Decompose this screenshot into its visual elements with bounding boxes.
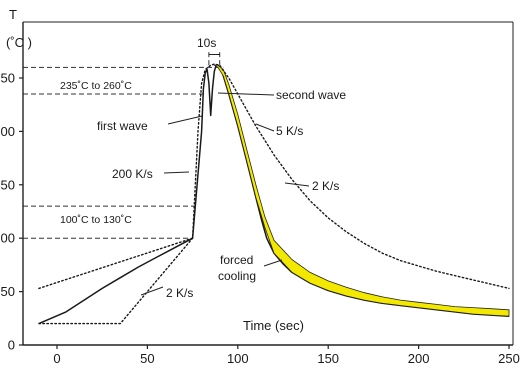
x-tick-label: 100 xyxy=(227,351,249,366)
y-tick-label: 200 xyxy=(0,124,15,139)
soldering-profile-line xyxy=(38,64,510,325)
annotation-235-260: 235˚C to 260˚C xyxy=(60,80,132,92)
annotation-100-130-bg xyxy=(58,212,176,226)
profile-limit-line-2 xyxy=(38,63,510,290)
leader-first-wave xyxy=(167,115,203,125)
x-tick-label: 200 xyxy=(408,351,430,366)
annotation-10s: 10s xyxy=(197,36,216,50)
y-tick-label: 50 xyxy=(1,284,15,299)
annotation-first-wave: first wave xyxy=(97,119,148,133)
leader-200ks xyxy=(163,171,190,174)
profile-limit-line-3 xyxy=(38,237,194,325)
annotations: 10s 235˚C to 260˚C second wave first wave 5 … xyxy=(58,36,346,300)
y-axis-symbol: T xyxy=(9,7,17,22)
y-tick-label: 0 xyxy=(8,338,15,353)
annotation-100-130: 100˚C to 130˚C xyxy=(60,214,132,226)
x-tick-label: 0 xyxy=(53,351,60,366)
reference-dashes xyxy=(23,51,224,239)
annotation-forced-cooling-line2: cooling xyxy=(218,269,256,283)
annotation-second-wave: second wave xyxy=(276,88,346,102)
y-tick-label: 250 xyxy=(0,71,15,86)
x-axis-label: Time (sec) xyxy=(243,318,304,333)
leader-second-wave xyxy=(217,92,275,96)
axes xyxy=(22,21,514,346)
leader-2ks-upper xyxy=(284,182,310,187)
x-tick-label: 250 xyxy=(498,351,520,366)
y-axis-unit: (˚C ) xyxy=(6,35,32,50)
annotation-forced-cooling-line1: forced xyxy=(220,253,253,267)
annotation-200ks: 200 K/s xyxy=(112,167,153,181)
annotation-2ks-lower: 2 K/s xyxy=(166,286,193,300)
annotation-2ks-upper: 2 K/s xyxy=(312,179,339,193)
series-layer xyxy=(38,63,510,325)
x-tick-label: 50 xyxy=(140,351,154,366)
y-tick-label: 100 xyxy=(0,231,15,246)
leader-2ks-lower xyxy=(140,286,164,296)
forced-cooling-band xyxy=(212,64,510,317)
tick-labels: 0 50 100 150 200 250 0 50 100 150 200 250 xyxy=(0,71,520,367)
annotation-5ks: 5 K/s xyxy=(276,124,303,138)
annotation-235-260-bg xyxy=(58,78,179,92)
leader-forced-cooling xyxy=(263,259,283,267)
x-tick-label: 150 xyxy=(317,351,339,366)
leader-5ks xyxy=(255,123,275,132)
y-tick-label: 150 xyxy=(0,177,15,192)
